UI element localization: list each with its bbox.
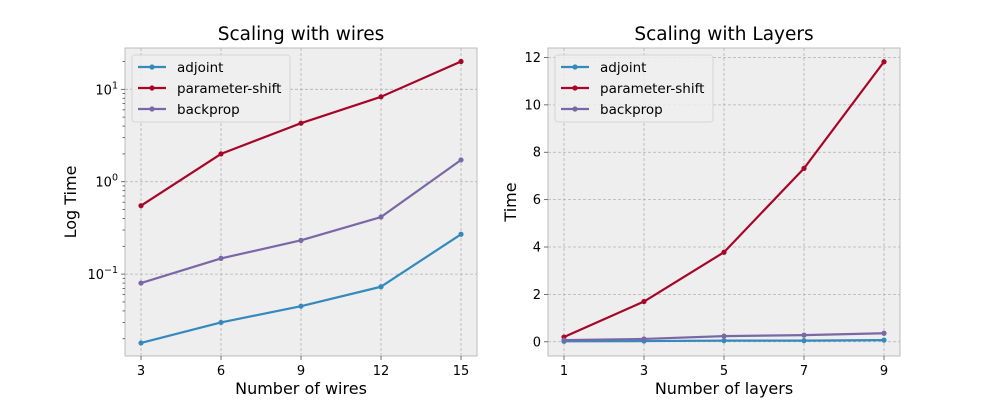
layers-data-point [641,336,647,342]
layers-y-tick-label: 2 [533,288,541,303]
wires-y-tick-label: 10−1 [87,265,118,283]
wires-legend-marker-0 [149,64,155,70]
layers-x-tick-label: 1 [560,364,568,379]
layers-data-point [881,330,887,336]
layers-y-axis-label: Time [501,182,520,222]
layers-legend-marker-0 [572,64,578,70]
layers-data-point [721,333,727,339]
layers-legend [554,54,714,123]
layers-data-point [721,249,727,255]
layers-y-tick-label: 12 [524,51,541,66]
wires-data-point [138,340,144,346]
wires-x-tick-label: 6 [217,364,225,379]
layers-data-point [881,59,887,65]
wires-data-point [218,151,224,157]
layers-plot-area: 1 3 5 7 9 0 2 4 6 8 10 12 adjoint parameter-shift back… [524,47,901,379]
wires-x-tick-label: 12 [373,364,390,379]
wires-y-tick-label: 100 [95,173,118,191]
layers-chart-title: Scaling with Layers [634,24,813,45]
layers-x-tick-label: 3 [640,364,648,379]
wires-data-point [298,120,304,126]
layers-y-tick-label: 4 [533,241,541,256]
wires-legend-marker-1 [149,85,155,91]
wires-plot-area: 3 6 9 12 15 10−1 100 101 adjoint parameter-shift b… [87,47,478,379]
layers-data-point [881,337,887,343]
wires-data-point [138,203,144,209]
wires-chart-title: Scaling with wires [218,24,385,45]
wires-legend [131,54,291,123]
layers-x-tick-label: 5 [720,364,728,379]
wires-x-tick-label: 3 [137,364,145,379]
layers-x-tick-label: 7 [800,364,808,379]
layers-y-tick-label: 0 [533,335,541,350]
layers-chart: Scaling with Layers 1 3 5 7 9 0 2 4 6 8 10 12 adjoin… [501,24,901,398]
wires-legend-label-1: parameter-shift [177,81,281,97]
wires-legend-label-2: backprop [177,102,240,118]
layers-legend-label-0: adjoint [600,60,646,76]
layers-legend-label-2: backprop [600,102,663,118]
wires-data-point [218,255,224,261]
wires-data-point [378,214,384,220]
layers-y-tick-label: 6 [533,193,541,208]
wires-y-axis-label: Log Time [61,166,80,239]
layers-data-point [801,165,807,171]
layers-legend-label-1: parameter-shift [600,81,704,97]
wires-data-point [378,284,384,290]
wires-x-tick-label: 9 [297,364,305,379]
wires-x-tick-label: 15 [453,364,470,379]
layers-data-point [641,298,647,305]
wires-data-point [458,58,464,65]
wires-legend-label-0: adjoint [177,60,223,76]
layers-legend-marker-1 [572,85,578,91]
layers-data-point [801,332,807,338]
layers-y-tick-label: 10 [524,98,541,113]
wires-x-axis-label: Number of wires [235,379,367,398]
wires-data-point [298,303,304,309]
wires-data-point [138,280,144,286]
wires-y-tick-label: 101 [95,80,118,98]
wires-data-point [298,237,304,243]
wires-chart: Scaling with wires 3 6 9 12 15 10−1 100 101 adjo… [61,24,478,398]
wires-data-point [218,319,224,326]
layers-data-point [561,337,567,343]
wires-data-point [458,231,464,237]
layers-data-point [721,338,727,344]
wires-data-point [458,157,464,163]
layers-x-tick-label: 9 [880,364,888,379]
layers-x-axis-label: Number of layers [655,379,793,398]
layers-legend-marker-2 [572,106,578,112]
wires-legend-marker-2 [149,106,155,112]
wires-data-point [378,94,384,100]
layers-data-point [801,338,807,344]
layers-y-tick-label: 8 [533,146,541,161]
